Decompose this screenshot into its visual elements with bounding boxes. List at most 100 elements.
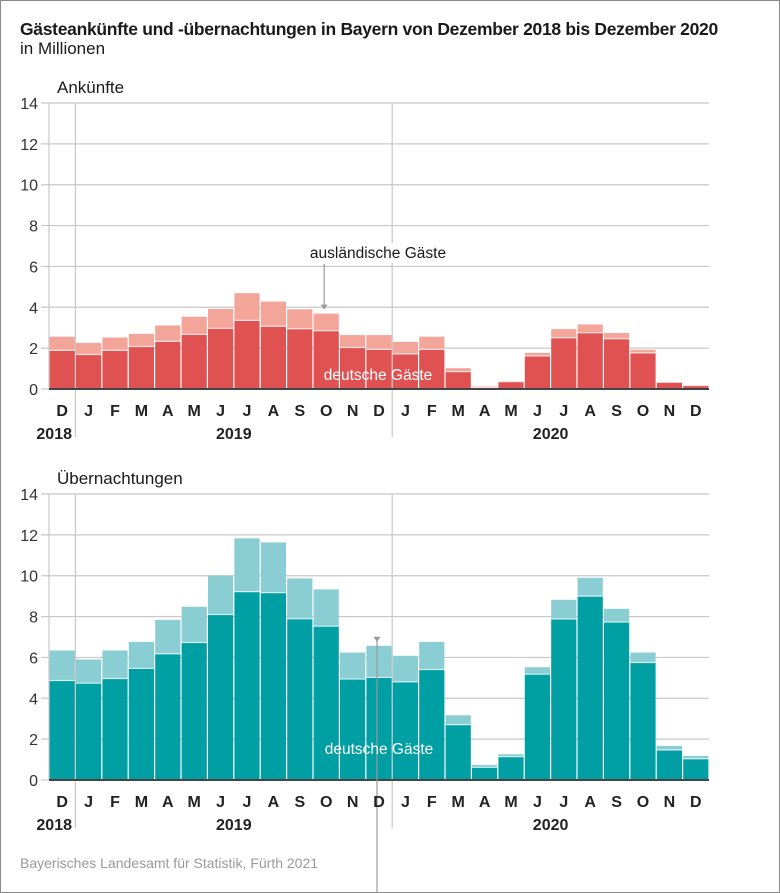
bar-foreign-guests xyxy=(524,352,550,356)
x-tick-label: M xyxy=(135,403,148,420)
y-tick-label: 14 xyxy=(20,487,38,504)
x-tick-label: O xyxy=(320,403,332,420)
bar-german-guests xyxy=(313,330,339,389)
bar-foreign-guests xyxy=(208,575,234,615)
annotation-arrow-head xyxy=(320,304,328,310)
y-tick-label: 2 xyxy=(29,732,38,749)
bar-foreign-guests xyxy=(656,745,682,750)
x-tick-label: D xyxy=(690,403,702,420)
year-label: 2020 xyxy=(533,426,569,443)
x-tick-label: A xyxy=(162,794,174,811)
bar-german-guests xyxy=(604,622,630,780)
year-label: 2018 xyxy=(36,426,72,443)
bar-german-guests xyxy=(155,653,181,780)
bar-german-guests xyxy=(49,680,75,780)
bar-foreign-guests xyxy=(366,335,392,350)
bar-german-guests xyxy=(102,350,128,389)
panel-title: Ankünfte xyxy=(57,78,124,97)
bar-foreign-guests xyxy=(234,538,260,592)
bar-foreign-guests xyxy=(577,577,603,597)
x-tick-label: F xyxy=(110,403,120,420)
bar-german-guests xyxy=(656,749,682,780)
x-tick-label: M xyxy=(504,794,517,811)
x-tick-label: M xyxy=(135,794,148,811)
bar-german-guests xyxy=(577,596,603,780)
bar-german-guests xyxy=(392,681,418,780)
bar-german-guests xyxy=(577,332,603,389)
bar-german-guests xyxy=(683,758,709,780)
y-tick-label: 8 xyxy=(29,610,38,627)
bar-foreign-guests xyxy=(128,641,154,669)
bar-foreign-guests xyxy=(604,608,630,623)
x-tick-label: J xyxy=(559,794,568,811)
x-tick-label: F xyxy=(427,794,437,811)
overnight-stays-chart: Übernachtungen02468101214ausländische Gä… xyxy=(20,469,709,893)
bar-german-guests xyxy=(630,352,656,389)
bar-german-guests xyxy=(208,328,234,389)
y-tick-label: 0 xyxy=(29,382,38,399)
annotation-arrow-head xyxy=(373,636,381,642)
x-tick-label: M xyxy=(188,794,201,811)
x-tick-label: O xyxy=(320,794,332,811)
bar-german-guests xyxy=(366,349,392,389)
bar-german-guests xyxy=(498,756,524,780)
bar-german-guests xyxy=(208,614,234,780)
x-tick-label: S xyxy=(611,403,622,420)
bar-german-guests xyxy=(498,381,524,389)
annotation-german-guests: deutsche Gäste xyxy=(325,741,434,758)
x-tick-label: J xyxy=(243,403,252,420)
bar-german-guests xyxy=(287,618,313,780)
x-tick-label: J xyxy=(533,794,542,811)
bar-foreign-guests xyxy=(208,308,234,329)
x-tick-label: J xyxy=(243,794,252,811)
bar-german-guests xyxy=(155,341,181,389)
x-tick-label: D xyxy=(690,794,702,811)
bar-german-guests xyxy=(604,338,630,389)
chart-subtitle: in Millionen xyxy=(20,39,106,58)
x-tick-label: A xyxy=(584,403,596,420)
x-tick-label: J xyxy=(559,403,568,420)
panel-title: Übernachtungen xyxy=(57,469,183,488)
bar-german-guests xyxy=(340,347,366,389)
x-tick-label: A xyxy=(162,403,174,420)
bar-german-guests xyxy=(287,328,313,389)
x-tick-label: M xyxy=(188,403,201,420)
bar-foreign-guests xyxy=(49,336,75,351)
bar-german-guests xyxy=(128,668,154,780)
x-tick-label: M xyxy=(452,794,465,811)
x-tick-label: A xyxy=(268,403,280,420)
y-tick-label: 2 xyxy=(29,341,38,358)
bar-foreign-guests xyxy=(102,337,128,351)
bar-german-guests xyxy=(419,349,445,389)
bar-german-guests xyxy=(392,353,418,389)
bar-foreign-guests xyxy=(76,342,102,355)
bar-foreign-guests xyxy=(102,650,128,679)
bar-german-guests xyxy=(340,679,366,780)
bar-foreign-guests xyxy=(551,329,577,338)
bar-german-guests xyxy=(260,326,286,389)
bar-german-guests xyxy=(234,320,260,389)
x-tick-label: D xyxy=(56,403,68,420)
x-tick-label: M xyxy=(504,403,517,420)
x-tick-label: J xyxy=(84,403,93,420)
bar-german-guests xyxy=(656,382,682,389)
bar-foreign-guests xyxy=(366,645,392,678)
bar-german-guests xyxy=(419,669,445,780)
year-label: 2019 xyxy=(216,426,252,443)
y-tick-label: 6 xyxy=(29,650,38,667)
x-tick-label: M xyxy=(452,403,465,420)
annotation-german-guests: deutsche Gäste xyxy=(324,367,433,384)
x-tick-label: N xyxy=(664,794,676,811)
bar-foreign-guests xyxy=(155,325,181,342)
y-tick-label: 6 xyxy=(29,259,38,276)
bar-foreign-guests xyxy=(392,341,418,354)
source-note: Bayerisches Landesamt für Statistik, Für… xyxy=(20,855,319,871)
bar-foreign-guests xyxy=(287,578,313,619)
bar-foreign-guests xyxy=(260,542,286,593)
x-tick-label: J xyxy=(84,794,93,811)
bar-foreign-guests xyxy=(340,335,366,348)
bar-german-guests xyxy=(181,334,207,389)
y-tick-label: 10 xyxy=(20,178,38,195)
x-tick-label: D xyxy=(373,794,385,811)
bar-german-guests xyxy=(76,354,102,389)
